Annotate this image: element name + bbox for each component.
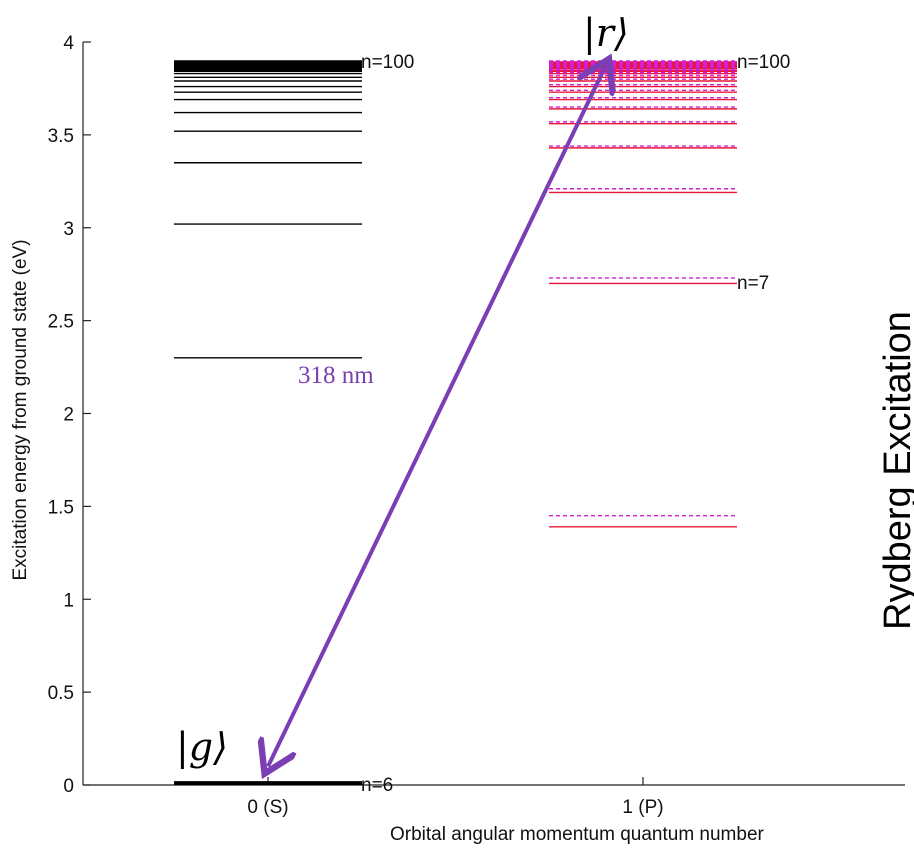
y-ticks: 0 0.5 1 1.5 2 2.5 3 3.5 4 (48, 33, 91, 797)
n-label-s-bottom: n=6 (361, 775, 393, 796)
y-tick-label: 1.5 (48, 497, 74, 518)
n-label-p-top: n=100 (737, 52, 790, 73)
side-title-text: Rydberg Excitation (877, 311, 914, 630)
y-axis-label: Excitation energy from ground state (eV) (10, 239, 31, 580)
energy-levels (174, 60, 737, 786)
x-tick-label: 1 (P) (622, 797, 663, 818)
y-tick-label: 4 (63, 33, 74, 54)
n-label-p-bottom: n=7 (737, 273, 769, 294)
wavelength-label: 318 nm (298, 362, 374, 389)
y-tick-label: 3 (63, 219, 74, 240)
y-tick-label: 2.5 (48, 312, 74, 333)
ground-state-ket: |g⟩ (176, 725, 228, 769)
y-tick-label: 0 (63, 776, 74, 797)
y-tick-label: 1 (63, 590, 74, 611)
y-tick-label: 2 (63, 405, 74, 426)
transition-arrow-line (268, 66, 606, 766)
rydberg-state-ket: |r⟩ (583, 11, 629, 55)
axes (82, 42, 905, 786)
y-tick-label: 3.5 (48, 126, 74, 147)
y-tick-label: 0.5 (48, 683, 74, 704)
transition-arrow (268, 66, 606, 766)
x-tick-label: 0 (S) (247, 797, 288, 818)
x-axis-label: Orbital angular momentum quantum number (390, 824, 765, 845)
n-label-s-top: n=100 (361, 52, 414, 73)
